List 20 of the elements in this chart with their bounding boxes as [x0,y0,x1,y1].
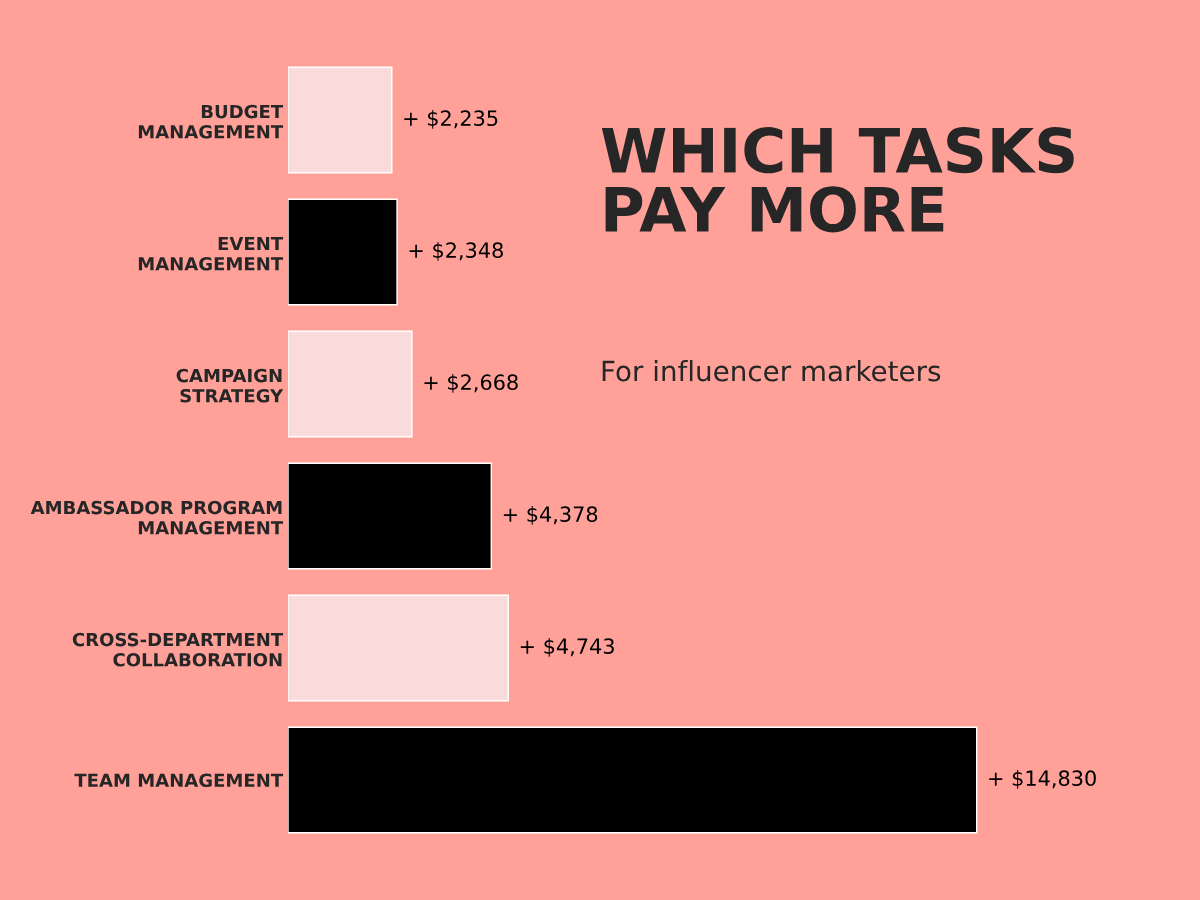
data-label: + $2,668 [424,373,518,393]
y-tick-label: AMBASSADOR PROGRAM MANAGEMENT [30,500,284,535]
y-tick-label: CAMPAIGN STRATEGY [176,368,284,403]
data-label: + $4,378 [503,505,598,525]
bar [288,462,493,570]
bar [288,726,978,834]
data-label: + $2,235 [404,109,498,129]
y-tick-label: CROSS-DEPARTMENT COLLABORATION [72,632,284,667]
y-tick-label: TEAM MANAGEMENT [74,773,284,788]
y-tick-label: EVENT MANAGEMENT [138,236,284,271]
bar [288,330,413,438]
text: WHICH TASKS PAY MORE [601,127,1074,233]
bar [288,66,393,174]
text: For influencer marketers [602,360,941,382]
data-label: + $4,743 [520,637,614,657]
y-tick-label: BUDGET MANAGEMENT [138,104,284,139]
data-label: + $2,348 [409,241,503,261]
data-label: + $14,830 [989,769,1096,789]
bar [288,198,398,306]
bar [288,594,509,702]
